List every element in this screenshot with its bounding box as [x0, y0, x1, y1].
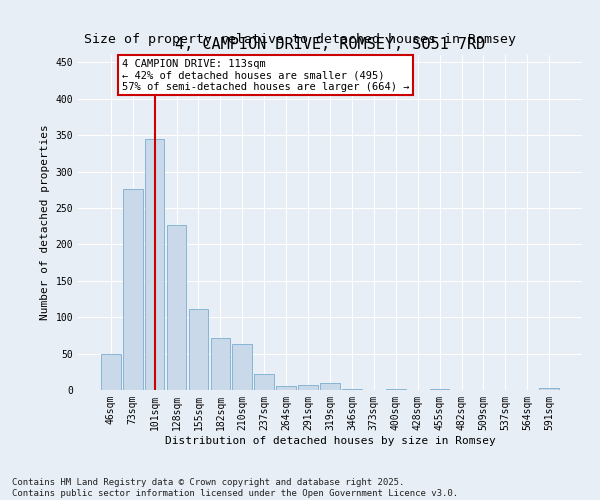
Bar: [298, 385, 318, 390]
Bar: [101, 354, 121, 390]
Bar: [211, 338, 230, 390]
Bar: [188, 309, 208, 390]
Bar: [276, 386, 296, 390]
Bar: [167, 226, 187, 390]
Bar: [320, 384, 340, 390]
Text: Size of property relative to detached houses in Romsey: Size of property relative to detached ho…: [84, 32, 516, 46]
Bar: [123, 189, 143, 390]
Y-axis label: Number of detached properties: Number of detached properties: [40, 124, 50, 320]
Bar: [254, 374, 274, 390]
Title: 4, CAMPION DRIVE, ROMSEY, SO51 7RD: 4, CAMPION DRIVE, ROMSEY, SO51 7RD: [175, 38, 485, 52]
Bar: [232, 344, 252, 390]
Text: 4 CAMPION DRIVE: 113sqm
← 42% of detached houses are smaller (495)
57% of semi-d: 4 CAMPION DRIVE: 113sqm ← 42% of detache…: [122, 58, 409, 92]
X-axis label: Distribution of detached houses by size in Romsey: Distribution of detached houses by size …: [164, 436, 496, 446]
Bar: [145, 138, 164, 390]
Bar: [539, 388, 559, 390]
Text: Contains HM Land Registry data © Crown copyright and database right 2025.
Contai: Contains HM Land Registry data © Crown c…: [12, 478, 458, 498]
